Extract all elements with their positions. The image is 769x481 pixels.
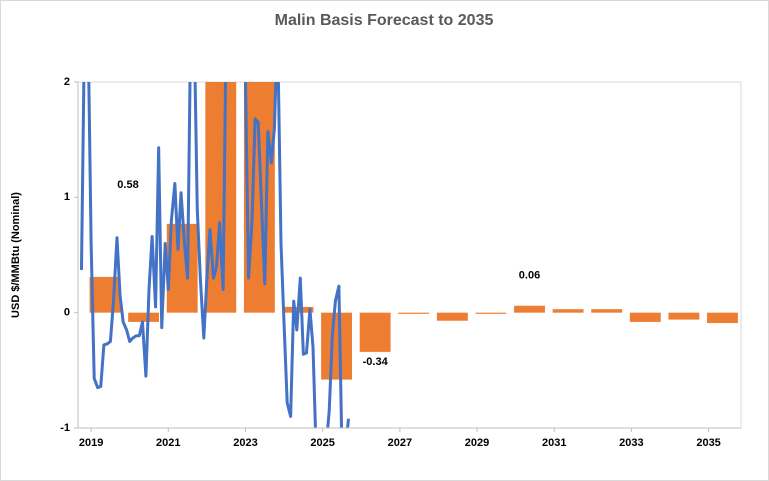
x-tick-label: 2035 xyxy=(696,437,720,449)
value-label: 0.06 xyxy=(519,270,540,282)
x-tick-label: 2023 xyxy=(233,437,257,449)
bar xyxy=(205,82,237,313)
bar xyxy=(668,312,700,320)
bar xyxy=(707,312,738,324)
plot-area xyxy=(79,82,738,428)
bar xyxy=(359,312,391,352)
x-tick-label: 2025 xyxy=(310,437,334,449)
bar xyxy=(552,309,584,313)
x-tick-label: 2019 xyxy=(79,437,103,449)
bar xyxy=(321,312,352,380)
chart-title: Malin Basis Forecast to 2035 xyxy=(275,12,494,29)
x-tick-label: 2029 xyxy=(465,437,489,449)
bar xyxy=(128,312,160,322)
bar xyxy=(591,309,623,313)
x-tick-label: 2033 xyxy=(619,437,643,449)
x-tick-label: 2031 xyxy=(542,437,566,449)
y-tick-label: -1 xyxy=(60,422,70,434)
x-tick-label: 2027 xyxy=(388,437,412,449)
line-series xyxy=(79,82,351,428)
annotation: 0.58 xyxy=(117,179,138,191)
bar xyxy=(514,305,545,313)
y-tick-label: 2 xyxy=(64,76,70,88)
bar xyxy=(629,312,661,322)
y-tick-label: 0 xyxy=(64,307,70,319)
bar xyxy=(398,312,430,314)
bar xyxy=(436,312,468,321)
bar xyxy=(475,312,507,314)
y-tick-label: 1 xyxy=(64,191,70,203)
value-label: -0.34 xyxy=(363,356,389,368)
y-axis-label: USD $/MMBtu (Nominal) xyxy=(10,192,22,318)
x-tick-label: 2021 xyxy=(156,437,180,449)
